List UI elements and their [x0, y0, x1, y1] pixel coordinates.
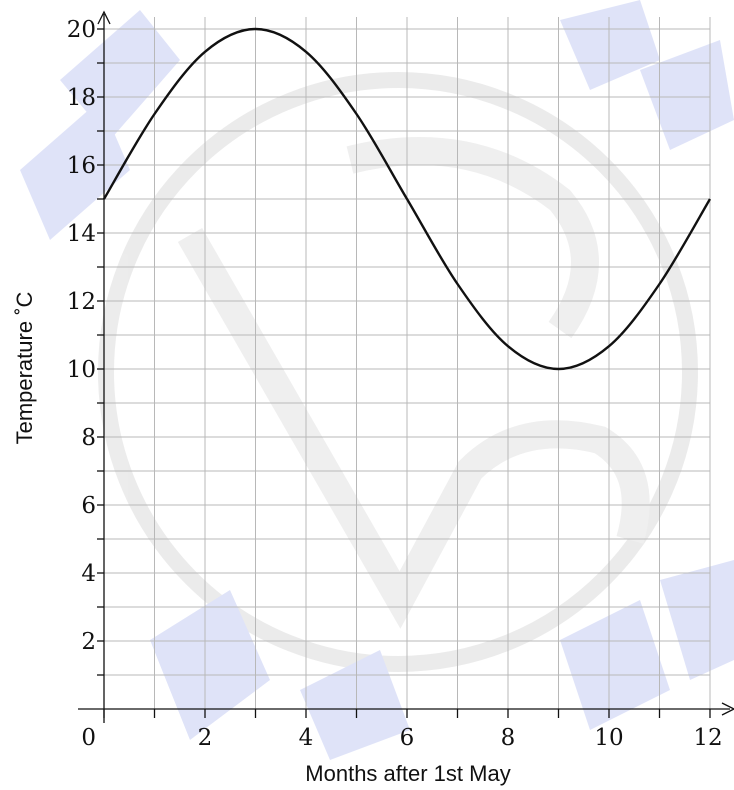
y-tick-label: 12 [67, 289, 96, 315]
grid [103, 17, 711, 709]
y-tick-label: 6 [81, 493, 96, 519]
x-tick-label: 2 [198, 725, 213, 751]
y-tick-label: 10 [67, 357, 96, 383]
watermark-logo [20, 0, 734, 760]
y-tick-label: 18 [67, 85, 96, 111]
temperature-curve [102, 27, 712, 371]
x-tick-label: 6 [400, 725, 415, 751]
x-tick-label: 12 [693, 725, 722, 751]
y-tick-label: 20 [67, 17, 96, 43]
y-axis-label: Temperature ˚C [12, 291, 37, 444]
y-tick-label: 8 [81, 425, 96, 451]
y-tick-label: 16 [67, 153, 96, 179]
x-tick-label: 8 [501, 725, 516, 751]
x-tick-label: 0 [81, 725, 96, 751]
x-tick-label: 10 [594, 725, 623, 751]
series [102, 27, 712, 371]
x-axis-arrow [721, 702, 734, 716]
x-axis-label: Months after 1st May [305, 761, 510, 786]
ticks: 0 2 4 6 8 10 12 2 4 6 8 10 12 14 16 18 20 [67, 17, 723, 751]
y-axis-arrow [97, 10, 111, 25]
y-tick-label: 14 [67, 221, 96, 247]
y-tick-label: 4 [81, 561, 96, 587]
x-tick-label: 4 [299, 725, 314, 751]
y-tick-label: 2 [81, 629, 96, 655]
